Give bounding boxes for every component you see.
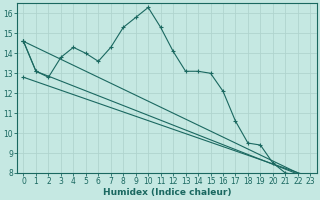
X-axis label: Humidex (Indice chaleur): Humidex (Indice chaleur)	[103, 188, 231, 197]
